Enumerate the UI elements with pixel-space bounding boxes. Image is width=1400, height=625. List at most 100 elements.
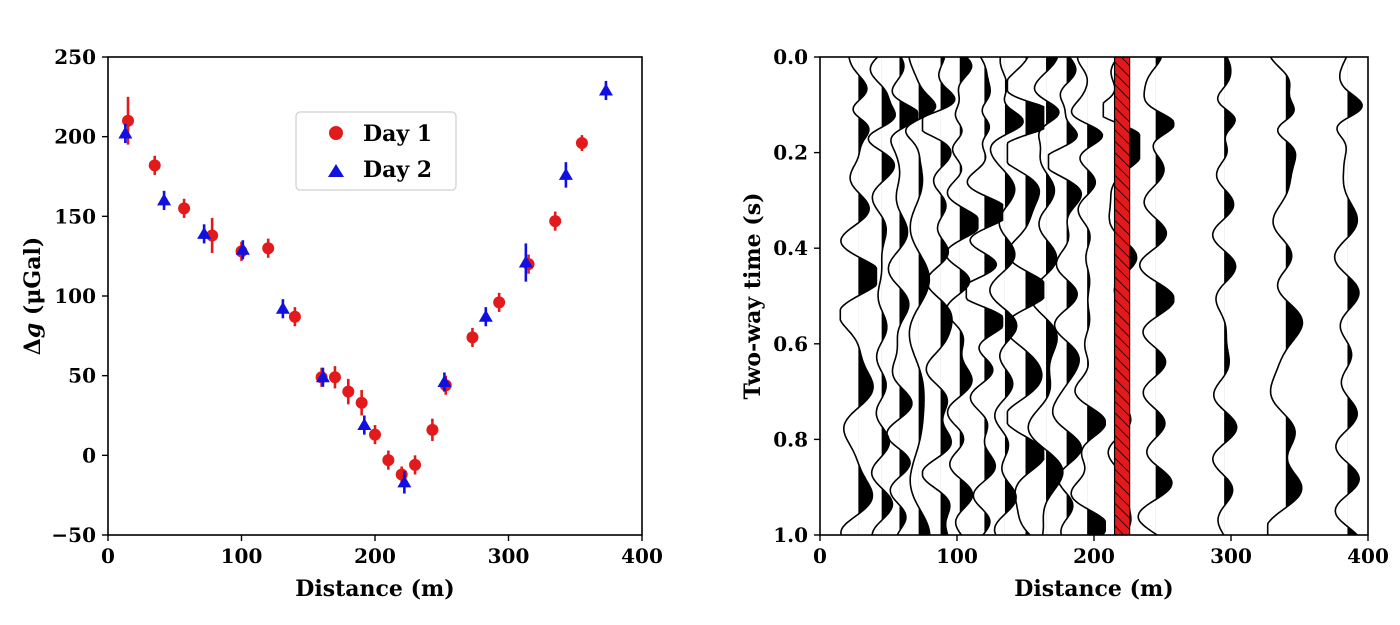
data-point-day2 (437, 375, 452, 388)
data-point-day1 (382, 454, 395, 467)
trace-fill (858, 57, 877, 535)
data-point-day1 (355, 396, 368, 409)
trace-fill (984, 57, 1003, 535)
radar-ticks: 0 100 200 300 400 0.0 0.2 0.4 0.6 0.8 1.0 (773, 45, 1389, 568)
trace-fill (959, 57, 978, 535)
trace-fill (899, 57, 918, 535)
data-point-day2 (478, 309, 493, 322)
data-point-day1 (122, 114, 135, 127)
data-point-day2 (235, 242, 250, 255)
data-point-day1 (148, 159, 161, 172)
trace-fill (1224, 57, 1237, 535)
trace-line (904, 57, 937, 535)
trace-line (989, 57, 1024, 535)
x-tick-label: 200 (1073, 544, 1115, 568)
trace-line (1137, 57, 1175, 535)
data-point-day1 (328, 371, 341, 384)
y-tick-label: 0.8 (773, 427, 808, 451)
trace-line (965, 57, 1004, 535)
radar-y-axis-label: Two-way time (s) (740, 193, 766, 400)
trace-line (1027, 57, 1064, 535)
y-tick-label: 250 (54, 45, 96, 69)
y-tick-label: 0.4 (773, 236, 808, 260)
trace-line (921, 57, 956, 535)
data-point-day2 (598, 83, 613, 96)
data-point-day2 (357, 418, 372, 431)
y-tick-label: 200 (54, 125, 96, 149)
data-point-day1 (288, 310, 301, 323)
legend-marker-day1 (329, 126, 343, 140)
gravity-x-axis-label: Distance (m) (295, 576, 454, 602)
data-point-day1 (426, 423, 439, 436)
x-tick-label: 400 (621, 544, 663, 568)
data-point-day2 (558, 167, 573, 180)
data-point-day2 (275, 301, 290, 314)
y-tick-label: 0.0 (773, 45, 808, 69)
data-point-day1 (369, 428, 381, 441)
trace-fill (1285, 57, 1303, 535)
trace-line (839, 57, 878, 535)
y-tick-label: −50 (51, 523, 96, 547)
trace-line (1333, 57, 1363, 535)
y-tick-label: 1.0 (773, 523, 808, 547)
trace-fill (1066, 57, 1082, 535)
y-tick-label: 0 (82, 443, 96, 467)
x-tick-label: 0 (101, 544, 115, 568)
trace-line (1266, 57, 1304, 535)
trace-fill (1155, 57, 1174, 535)
data-point-day1 (262, 242, 275, 255)
data-point-day2 (118, 126, 133, 139)
legend-label-day2: Day 2 (363, 157, 432, 183)
trace-fill (1025, 57, 1044, 535)
x-tick-label: 300 (488, 544, 530, 568)
x-tick-label: 100 (936, 544, 978, 568)
trace-fill (918, 57, 936, 535)
trace-fill (1004, 57, 1023, 535)
radar-panel: 0 100 200 300 400 0.0 0.2 0.4 0.6 0.8 1.0 Distance… (740, 45, 1389, 602)
radar-traces (839, 57, 1363, 535)
data-point-day2 (197, 226, 212, 239)
data-point-day2 (315, 370, 330, 383)
radar-x-axis-label: Distance (m) (1014, 576, 1173, 602)
highlight-band (1113, 57, 1131, 535)
trace-fill (940, 57, 955, 535)
data-point-day1 (342, 385, 355, 398)
data-point-day1 (549, 215, 562, 228)
legend-label-day1: Day 1 (363, 121, 432, 147)
y-tick-label: 0.6 (773, 332, 808, 356)
x-tick-label: 100 (221, 544, 263, 568)
trace-line (867, 57, 897, 535)
data-point-day2 (157, 193, 172, 206)
x-tick-label: 200 (354, 544, 396, 568)
x-tick-label: 300 (1210, 544, 1252, 568)
data-point-day2 (518, 255, 533, 268)
x-tick-label: 0 (813, 544, 827, 568)
data-point-day1 (466, 331, 479, 344)
data-point-day1 (575, 137, 588, 150)
ylabel-unit: (μGal) (20, 237, 46, 315)
ylabel-delta: Δ (20, 338, 46, 355)
trace-line (945, 57, 979, 535)
y-tick-label: 100 (54, 284, 96, 308)
trace-line (1070, 57, 1106, 535)
trace-line (1211, 57, 1238, 535)
ylabel-var: g (20, 323, 46, 338)
trace-line (1047, 57, 1083, 535)
legend-marker-day2 (328, 164, 344, 177)
trace-line (1006, 57, 1045, 535)
data-point-day2 (397, 475, 412, 488)
trace-fill (881, 57, 896, 535)
y-tick-label: 150 (54, 204, 96, 228)
y-tick-label: 50 (68, 364, 96, 388)
trace-fill (1347, 57, 1363, 535)
y-tick-label: 0.2 (773, 141, 808, 165)
trace-fill (1046, 57, 1063, 535)
legend: Day 1 Day 2 (295, 111, 457, 191)
x-tick-label: 400 (1347, 544, 1389, 568)
data-point-day1 (493, 296, 506, 309)
gravity-marks (118, 80, 613, 494)
data-point-day1 (409, 458, 422, 471)
